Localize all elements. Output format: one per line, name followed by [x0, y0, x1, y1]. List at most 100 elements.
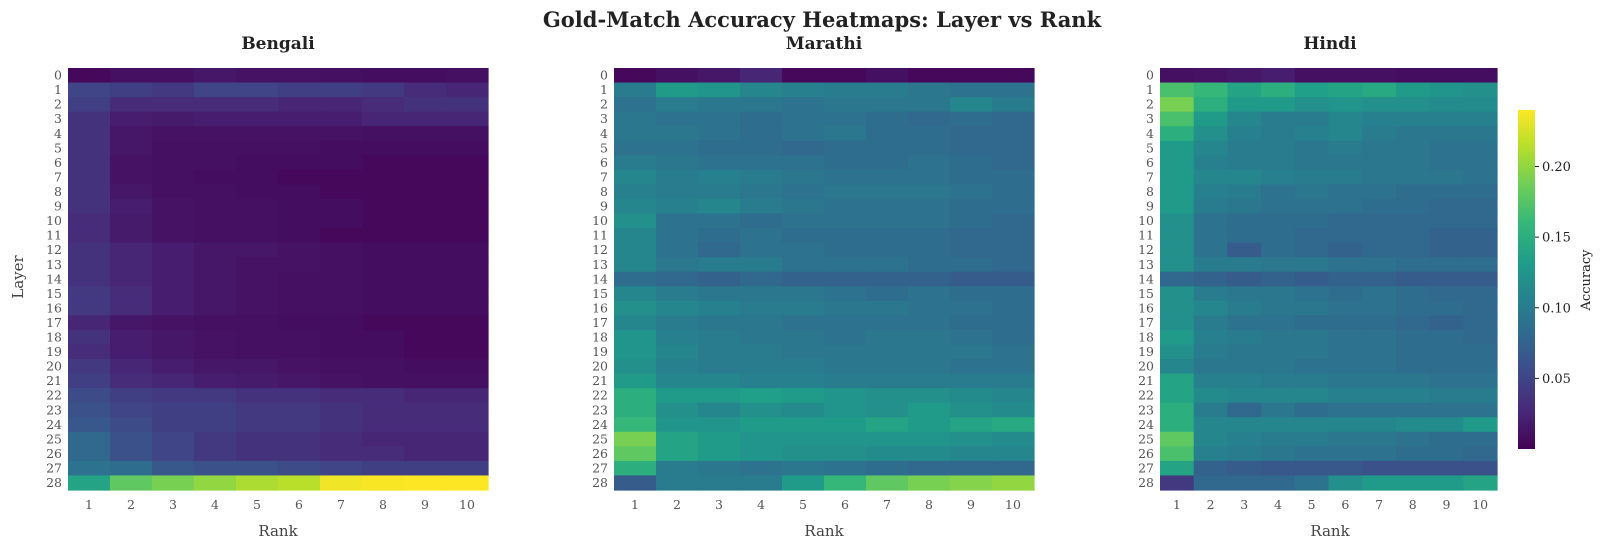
- heatmap-cell: [320, 388, 363, 404]
- heatmap-cell: [866, 198, 909, 215]
- y-tick-label: 14: [46, 271, 62, 286]
- heatmap-cell: [1160, 126, 1195, 142]
- x-tick-label: 2: [1207, 497, 1215, 512]
- y-tick-label: 27: [1138, 460, 1154, 475]
- heatmap-cell: [1294, 417, 1330, 433]
- heatmap-cell: [1227, 68, 1262, 84]
- heatmap-cell: [278, 68, 321, 84]
- heatmap-cell: [1395, 271, 1431, 287]
- heatmap-cell: [110, 475, 153, 491]
- y-tick-labels: 0123456789101112131415161718192021222324…: [1138, 68, 1154, 490]
- heatmap-cell: [1160, 373, 1195, 389]
- heatmap-cell: [446, 329, 489, 346]
- heatmap-cell: [320, 68, 363, 84]
- heatmap-cell: [278, 82, 321, 98]
- heatmap-cell: [68, 271, 111, 287]
- heatmap-cell: [866, 111, 909, 127]
- heatmap-cell: [1429, 155, 1464, 171]
- heatmap-cell: [950, 169, 993, 186]
- heatmap-cell: [1261, 329, 1296, 346]
- heatmap-cell: [68, 140, 111, 156]
- heatmap-cell: [950, 286, 993, 302]
- heatmap-cell: [194, 257, 237, 273]
- heatmap-cell: [614, 126, 657, 142]
- heatmap-cell: [698, 68, 741, 84]
- heatmap-cell: [1160, 271, 1195, 287]
- heatmap-cell: [614, 213, 657, 229]
- y-tick-labels: 0123456789101112131415161718192021222324…: [592, 68, 608, 490]
- heatmap-cell: [1463, 140, 1498, 156]
- heatmap-cell: [1227, 329, 1262, 346]
- heatmap-cell: [1362, 300, 1397, 316]
- y-tick-label: 5: [54, 140, 62, 155]
- heatmap-cell: [278, 184, 321, 200]
- heatmap-cell: [446, 228, 489, 244]
- heatmap-cell: [152, 359, 195, 375]
- heatmap-cell: [362, 446, 405, 462]
- heatmap-cell: [950, 198, 993, 215]
- heatmap-cell: [740, 300, 783, 316]
- x-tick-labels: 1 2 3 4 5 6 7 8 9 10: [631, 497, 1021, 512]
- heatmap-cell: [152, 373, 195, 389]
- heatmap-cell: [278, 329, 321, 346]
- heatmap-cell: [152, 257, 195, 273]
- heatmap-cell: [362, 431, 405, 447]
- heatmap-cell: [1362, 373, 1397, 389]
- heatmap-cell: [236, 460, 279, 477]
- heatmap-cell: [1395, 388, 1431, 404]
- heatmap-cell: [68, 417, 111, 433]
- heatmap-cell: [1261, 82, 1296, 98]
- heatmap-cell: [110, 184, 153, 200]
- heatmap-cell: [656, 198, 699, 215]
- heatmap-cell: [824, 460, 867, 477]
- heatmap-cell: [1160, 300, 1195, 316]
- y-tick-label: 20: [46, 359, 62, 374]
- heatmap-cell: [1463, 446, 1498, 462]
- heatmap-cell: [404, 300, 447, 316]
- heatmap-cell: [1227, 286, 1262, 302]
- heatmap-cell: [110, 359, 153, 375]
- heatmap-cell: [614, 373, 657, 389]
- heatmap-cell: [656, 286, 699, 302]
- heatmap-cell: [194, 82, 237, 98]
- heatmap-cell: [1261, 155, 1296, 171]
- heatmap-cell: [236, 97, 279, 113]
- heatmap-cell: [1193, 140, 1228, 156]
- x-tick-label: 2: [127, 497, 135, 512]
- heatmap-cell: [1261, 111, 1296, 127]
- heatmap-cell: [740, 228, 783, 244]
- heatmap-cell: [908, 402, 951, 418]
- heatmap-cell: [1429, 242, 1464, 258]
- heatmap-cell: [320, 402, 363, 418]
- heatmap-cell: [446, 126, 489, 142]
- heatmap-cell: [1193, 446, 1228, 462]
- heatmap-cell: [950, 68, 993, 84]
- heatmap-cell: [992, 242, 1035, 258]
- heatmap-cell: [110, 257, 153, 273]
- heatmap-cell: [698, 242, 741, 258]
- heatmap-cell: [320, 315, 363, 331]
- y-tick-label: 27: [592, 460, 608, 475]
- heatmap-cell: [1429, 475, 1464, 491]
- x-tick-label: 4: [1274, 497, 1282, 512]
- heatmap-cell: [362, 373, 405, 389]
- heatmap-cell: [1429, 300, 1464, 316]
- heatmap-cell: [656, 329, 699, 346]
- heatmap-cell: [698, 402, 741, 418]
- heatmap-cell: [1362, 68, 1397, 84]
- heatmap-cell: [698, 213, 741, 229]
- heatmap-cell: [1193, 388, 1228, 404]
- heatmap-cell: [236, 184, 279, 200]
- heatmap-cell: [950, 300, 993, 316]
- heatmap-cell: [908, 446, 951, 462]
- heatmap-cell: [1395, 417, 1431, 433]
- heatmap-cell: [278, 475, 321, 491]
- heatmap-cell: [110, 460, 153, 477]
- heatmap-cell: [1395, 460, 1431, 477]
- heatmap-cell: [824, 359, 867, 375]
- heatmap-cell: [68, 286, 111, 302]
- heatmap-cell: [782, 460, 825, 477]
- heatmap-cell: [1429, 82, 1464, 98]
- heatmap-cell: [110, 344, 153, 360]
- heatmap-cell: [1294, 388, 1330, 404]
